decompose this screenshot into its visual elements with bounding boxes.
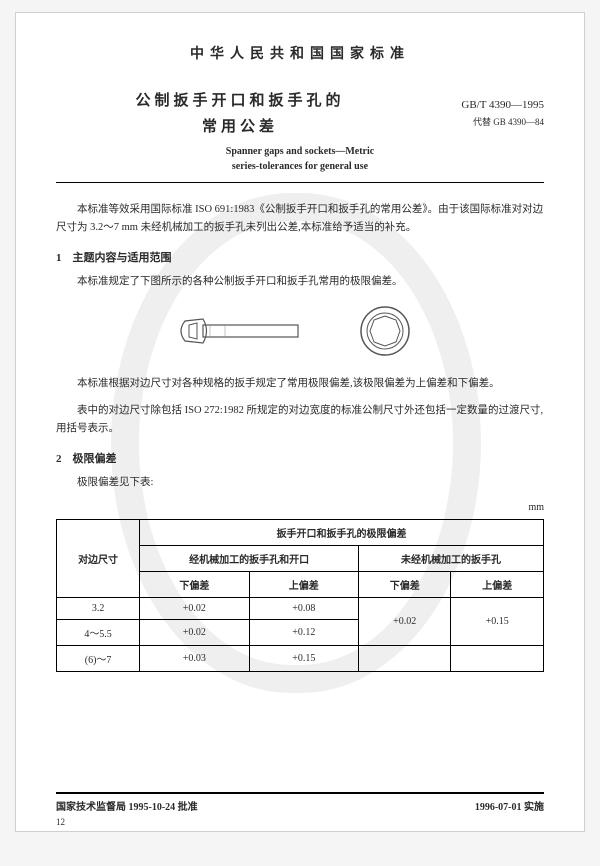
cell-ulow: +0.02 [359,597,451,645]
section-2-heading: 2 极限偏差 [56,450,544,466]
section-1-p2: 本标准根据对边尺寸对各种规格的扳手规定了常用极限偏差,该极限偏差为上偏差和下偏差… [56,375,544,393]
national-standard-header: 中华人民共和国国家标准 [56,43,544,63]
title-line-2: 常用公差 [56,115,424,141]
cell-size: 3.2 [57,597,140,619]
span-header: 扳手开口和扳手孔的极限偏差 [140,519,544,545]
cell-uup [451,645,544,671]
col-size-header: 对边尺寸 [57,519,140,597]
cell-mup: +0.12 [249,619,358,645]
standard-code-block: GB/T 4390—1995 代替 GB 4390—84 [424,89,544,128]
footer-implement: 1996-07-01 实施 [475,798,544,813]
title-main: 公制扳手开口和扳手孔的 常用公差 [56,89,424,140]
tolerance-table: 对边尺寸 扳手开口和扳手孔的极限偏差 经机械加工的扳手孔和开口 未经机械加工的扳… [56,519,544,672]
cell-mlow: +0.03 [140,645,249,671]
document-page: 中华人民共和国国家标准 公制扳手开口和扳手孔的 常用公差 GB/T 4390—1… [15,12,585,832]
table-row: 3.2 +0.02 +0.08 +0.02 +0.15 [57,597,544,619]
cell-mlow: +0.02 [140,597,249,619]
subtitle-en-2: series-tolerances for general use [56,161,544,172]
col-machined-header: 经机械加工的扳手孔和开口 [140,545,359,571]
section-1-heading: 1 主题内容与适用范围 [56,249,544,265]
lower-dev-header: 下偏差 [359,571,451,597]
table-row: 对边尺寸 扳手开口和扳手孔的极限偏差 [57,519,544,545]
content: 中华人民共和国国家标准 公制扳手开口和扳手孔的 常用公差 GB/T 4390—1… [56,43,544,672]
cell-mup: +0.15 [249,645,358,671]
section-1-p3: 表中的对边尺寸除包括 ISO 272:1982 所规定的对边宽度的标准公制尺寸外… [56,402,544,438]
section-2-p1: 极限偏差见下表: [56,474,544,492]
cell-size: (6)～7 [57,645,140,671]
upper-dev-header: 上偏差 [249,571,358,597]
table-row: (6)～7 +0.03 +0.15 [57,645,544,671]
title-row: 公制扳手开口和扳手孔的 常用公差 GB/T 4390—1995 代替 GB 43… [56,89,544,140]
replace-code: 代替 GB 4390—84 [424,115,544,128]
footer: 国家技术监督局 1995-10-24 批准 1996-07-01 实施 [56,792,544,813]
footer-approval: 国家技术监督局 1995-10-24 批准 [56,798,198,813]
unit-label: mm [56,502,544,513]
figure-wrenches [56,303,544,359]
upper-dev-header: 上偏差 [451,571,544,597]
cell-mlow: +0.02 [140,619,249,645]
col-unmachined-header: 未经机械加工的扳手孔 [359,545,544,571]
open-wrench-icon [175,303,305,359]
cell-size: 4～5.5 [57,619,140,645]
ring-wrench-icon [345,303,425,359]
cell-ulow [359,645,451,671]
divider [56,182,544,183]
cell-mup: +0.08 [249,597,358,619]
subtitle-en-1: Spanner gaps and sockets—Metric [56,146,544,157]
page-number: 12 [56,817,65,827]
title-line-1: 公制扳手开口和扳手孔的 [56,89,424,115]
section-1-p1: 本标准规定了下图所示的各种公制扳手开口和扳手孔常用的极限偏差。 [56,273,544,291]
intro-paragraph: 本标准等效采用国际标准 ISO 691:1983《公制扳手开口和扳手孔的常用公差… [56,201,544,237]
lower-dev-header: 下偏差 [140,571,249,597]
standard-code: GB/T 4390—1995 [424,99,544,111]
cell-uup: +0.15 [451,597,544,645]
